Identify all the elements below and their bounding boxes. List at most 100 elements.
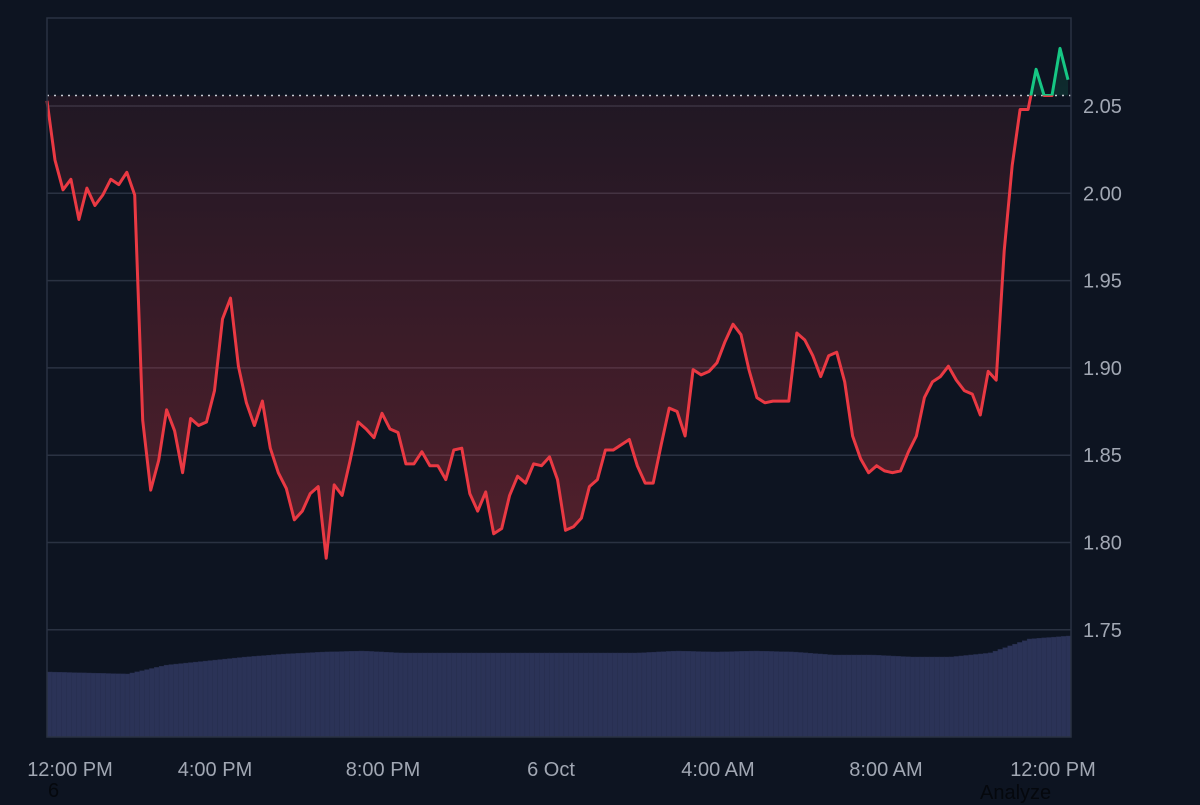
volume-bar [183, 662, 189, 738]
x-tick-label: 12:00 PM [1010, 759, 1096, 781]
volume-bar [466, 652, 472, 738]
volume-bar [807, 653, 814, 738]
volume-bar [383, 651, 389, 738]
volume-bar [680, 650, 687, 738]
volume-bar [378, 651, 384, 738]
volume-bar [46, 671, 53, 738]
volume-bar [875, 655, 882, 738]
volume-bar [173, 663, 180, 738]
volume-bar [275, 654, 282, 738]
volume-bar [885, 655, 892, 738]
volume-bar [953, 656, 960, 738]
volume-bar [1002, 647, 1009, 738]
volume-bar [324, 651, 331, 738]
y-tick-label: 2.05 [1083, 96, 1122, 118]
volume-bars [46, 635, 1072, 738]
volume-bar [90, 672, 97, 738]
volume-bar [524, 652, 531, 738]
volume-bar [553, 652, 560, 738]
volume-bar [695, 651, 701, 738]
volume-bar [948, 656, 955, 738]
volume-bar [856, 654, 862, 738]
volume-bar [734, 651, 740, 738]
volume-bar [958, 655, 965, 738]
x-tick-label: 4:00 AM [681, 759, 754, 781]
volume-bar [222, 658, 228, 738]
volume-bar [188, 662, 194, 738]
volume-bar [115, 673, 121, 738]
y-tick-label: 1.75 [1083, 620, 1122, 642]
volume-bar [236, 657, 243, 738]
volume-bar [831, 654, 838, 738]
volume-bar [909, 656, 916, 738]
volume-bar [1036, 638, 1043, 738]
volume-bar [134, 671, 141, 738]
volume-bar [563, 652, 570, 738]
volume-bar [149, 668, 155, 738]
volume-bar [588, 652, 594, 738]
analyze-link[interactable]: Analyze [980, 782, 1052, 804]
volume-bar [744, 651, 750, 738]
volume-bar [641, 652, 648, 738]
volume-bar [305, 652, 311, 738]
volume-bar [485, 652, 492, 738]
x-tick-label: 4:00 PM [178, 759, 252, 781]
volume-bar [714, 651, 721, 738]
volume-bar [207, 660, 214, 738]
volume-bar [261, 655, 267, 738]
volume-bar [178, 663, 185, 738]
volume-bar [427, 652, 433, 738]
volume-bar [934, 656, 940, 738]
y-tick-label: 2.00 [1083, 183, 1122, 205]
volume-bar [787, 651, 794, 738]
volume-bar [944, 656, 950, 738]
volume-bar [963, 655, 970, 738]
volume-bar [817, 653, 823, 738]
volume-bar [139, 670, 146, 738]
volume-bar [1022, 640, 1028, 738]
volume-bar [329, 651, 336, 738]
volume-bar [622, 652, 628, 738]
volume-bar [212, 659, 219, 738]
volume-bar [905, 656, 911, 738]
volume-bar [773, 651, 779, 738]
volume-bar [578, 652, 584, 738]
y-tick-label: 1.90 [1083, 358, 1122, 380]
volume-bar [446, 652, 453, 738]
volume-bar [422, 652, 428, 738]
volume-bar [310, 652, 316, 738]
volume-bar [758, 650, 765, 738]
volume-bar [80, 672, 87, 738]
volume-bar [368, 651, 375, 738]
volume-bar [285, 653, 292, 738]
volume-bar [685, 651, 692, 738]
y-tick-label: 1.95 [1083, 271, 1122, 293]
volume-bar [992, 650, 999, 738]
volume-bar [490, 652, 497, 738]
volume-bar [846, 654, 853, 738]
volume-bar [978, 653, 984, 738]
volume-bar [510, 652, 516, 738]
volume-bar [129, 672, 136, 738]
volume-bar [144, 669, 150, 738]
volume-bar [822, 654, 828, 738]
volume-bar [1041, 637, 1048, 738]
volume-bar [76, 672, 82, 738]
volume-bar [1031, 638, 1038, 738]
volume-bar [778, 651, 784, 738]
volume-bar [402, 652, 409, 738]
volume-bar [748, 650, 755, 738]
volume-bar [500, 652, 506, 738]
volume-bar [388, 652, 394, 738]
volume-bar [363, 650, 370, 738]
volume-bar [802, 652, 809, 738]
volume-bar [1056, 636, 1062, 738]
volume-bar [544, 652, 550, 738]
volume-bar [929, 656, 935, 738]
volume-bar [861, 654, 867, 738]
volume-bar [51, 671, 58, 738]
volume-bar [158, 666, 165, 738]
volume-bar [646, 652, 653, 738]
volume-bar [529, 652, 536, 738]
volume-bar [836, 654, 843, 738]
